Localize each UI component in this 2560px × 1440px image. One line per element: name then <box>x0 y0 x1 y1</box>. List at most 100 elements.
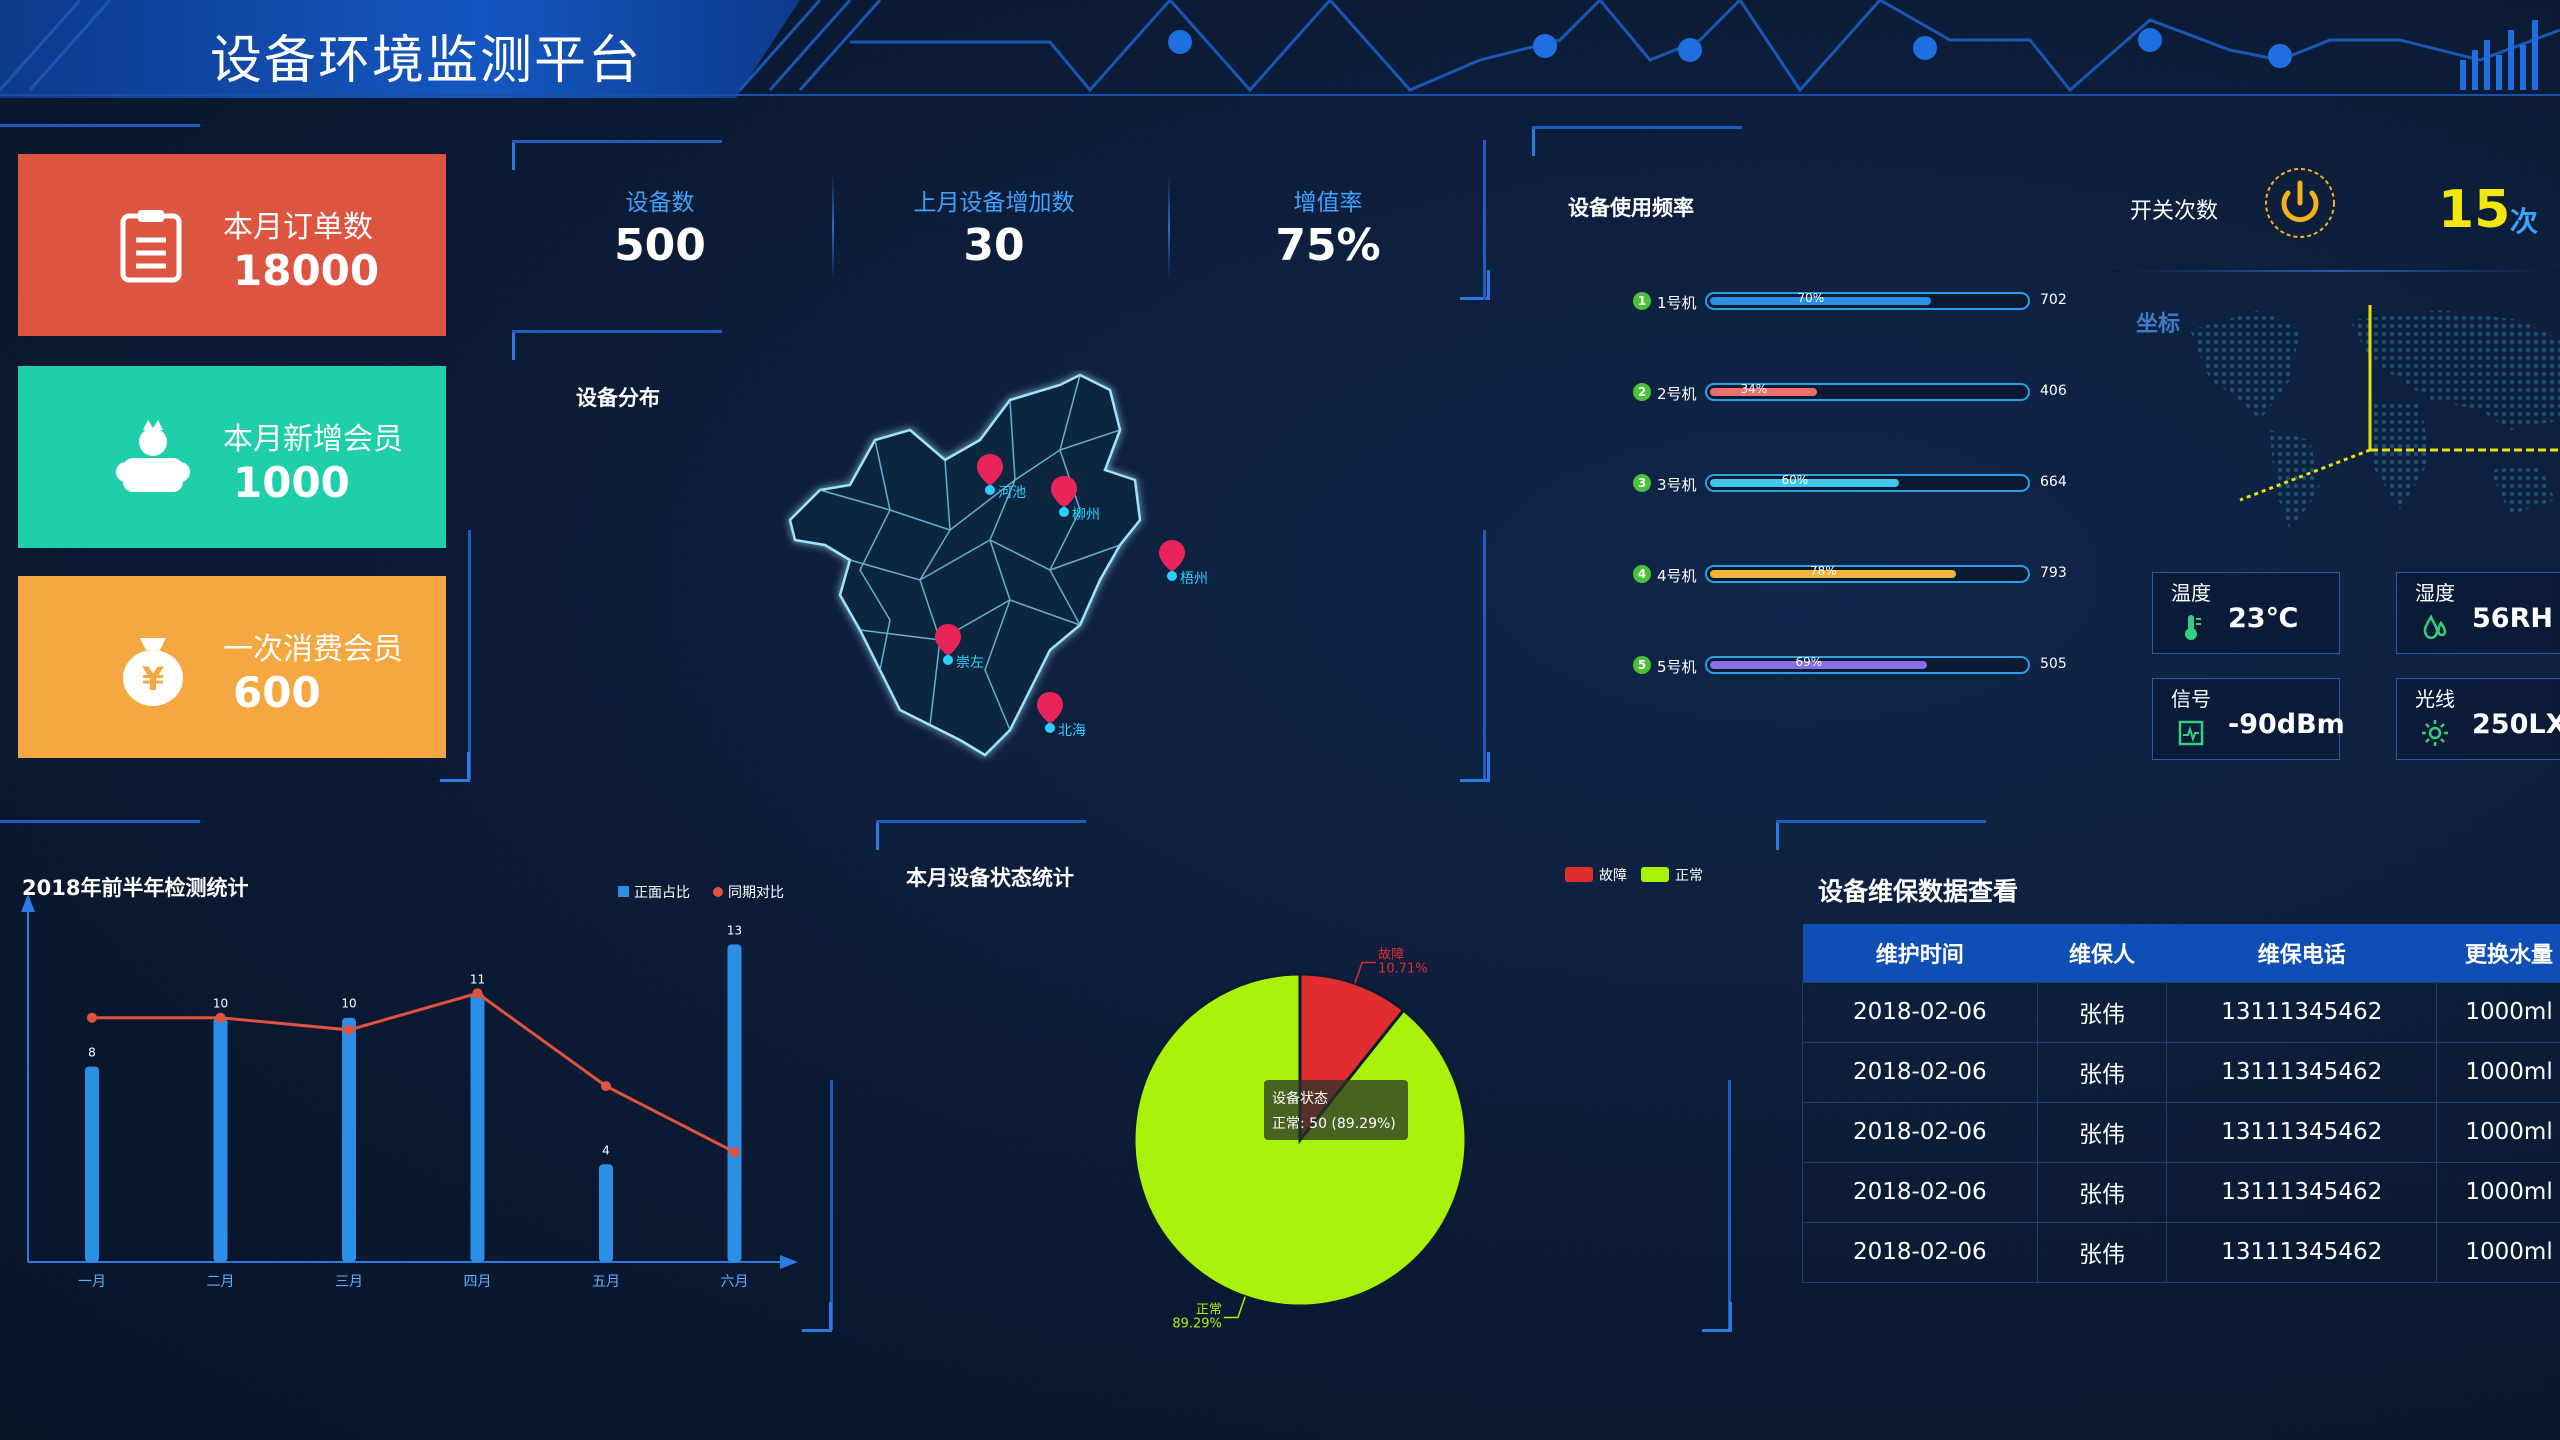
panel-corner <box>1702 1302 1732 1332</box>
bar-line-chart[interactable]: 8 10 10 11 4 13 一月 二月 三月 四月 五月 六月 正面占比 同期对比 <box>0 880 830 1300</box>
bar[interactable] <box>85 1066 99 1262</box>
usage-label: 5号机 <box>1657 658 1697 676</box>
line-point[interactable] <box>87 1012 97 1023</box>
column-header[interactable]: 维保电话 <box>2166 924 2437 982</box>
bar[interactable] <box>213 1017 228 1262</box>
kpi-label: 本月订单数 <box>223 210 373 245</box>
usage-progress-bar: 78% <box>1705 564 2030 583</box>
table-cell: 2018-02-06 <box>1802 1221 2038 1283</box>
province-map[interactable] <box>780 370 1220 790</box>
usage-progress-fill <box>1710 661 1927 669</box>
panel-border <box>1776 820 1986 823</box>
usage-progress-fill <box>1710 297 1931 305</box>
table-cell: 1000ml <box>2436 1161 2560 1222</box>
location-pin-icon <box>1037 692 1063 733</box>
usage-rank: 2 <box>1633 383 1651 401</box>
money-bag-icon: ¥ <box>123 638 183 706</box>
env-label: 光线 <box>2415 687 2455 711</box>
header-divider <box>0 94 2560 96</box>
usage-percent: 34% <box>1740 382 1768 396</box>
pie-leader-line <box>1354 961 1377 984</box>
stat-label: 增值率 <box>1293 190 1363 216</box>
bar[interactable] <box>727 944 742 1262</box>
line-point[interactable] <box>729 1147 740 1158</box>
table-cell: 1000ml <box>2436 1041 2560 1102</box>
kpi-value: 18000 <box>233 246 380 295</box>
power-icon[interactable] <box>2262 165 2338 241</box>
usage-progress-fill <box>1710 388 1817 396</box>
legend-swatch <box>1641 867 1669 882</box>
panel-border <box>1532 126 1742 129</box>
usage-percent: 60% <box>1781 473 1809 487</box>
map-marker-label: 梧州 <box>1180 571 1208 587</box>
maintenance-title: 设备维保数据查看 <box>1818 877 2019 906</box>
line-point[interactable] <box>601 1081 611 1092</box>
world-map <box>2190 305 2560 530</box>
pie-chart-title: 本月设备状态统计 <box>906 866 1074 890</box>
table-cell: 13111345462 <box>2166 1041 2438 1102</box>
bar-value-label: 13 <box>727 923 742 937</box>
table-row[interactable]: 2018-02-06 张伟 13111345462 1000ml <box>1802 1161 2560 1222</box>
stat-value: 500 <box>614 220 706 271</box>
bar[interactable] <box>470 993 485 1262</box>
maintenance-table: 维护时间 维保人 维保电话 更换水量 2018-02-06 张伟 131113454… <box>1802 924 2560 1283</box>
x-tick-label: 六月 <box>721 1274 749 1290</box>
panel-corner <box>1532 126 1562 156</box>
table-row[interactable]: 2018-02-06 张伟 13111345462 1000ml <box>1802 1041 2560 1102</box>
usage-row: 1 1号机 70% 702 <box>1625 288 2095 318</box>
legend-label[interactable]: 正面占比 <box>634 885 690 901</box>
location-pin-icon <box>1051 476 1077 517</box>
env-card-signal: 信号 -90dBm <box>2152 678 2345 760</box>
usage-value: 793 <box>2040 565 2067 581</box>
line-point[interactable] <box>344 1024 354 1035</box>
legend-swatch <box>713 887 723 897</box>
table-cell: 1000ml <box>2436 1221 2560 1283</box>
location-pin-icon <box>977 454 1003 495</box>
table-row[interactable]: 2018-02-06 张伟 13111345462 1000ml <box>1802 981 2560 1042</box>
thermometer-icon <box>2185 615 2201 640</box>
usage-percent: 70% <box>1797 291 1825 305</box>
env-card-light: 光线 250LX <box>2396 678 2560 760</box>
usage-rank: 5 <box>1633 656 1651 674</box>
bar-value-label: 11 <box>470 972 485 986</box>
legend-label[interactable]: 正常 <box>1675 868 1703 884</box>
env-label: 信号 <box>2171 687 2211 711</box>
panel-border <box>1483 140 1486 300</box>
panel-corner <box>1460 752 1490 782</box>
panel-border <box>1728 1080 1731 1330</box>
x-tick-label: 二月 <box>207 1274 235 1290</box>
svg-text:¥: ¥ <box>142 660 164 698</box>
stat-label: 设备数 <box>625 190 695 216</box>
bar[interactable] <box>599 1164 613 1262</box>
bar-value-label: 8 <box>88 1046 96 1060</box>
map-marker-label: 柳州 <box>1072 507 1100 523</box>
stat-value: 75% <box>1275 220 1381 271</box>
line-point[interactable] <box>472 988 483 999</box>
pie-percent-label: 10.71% <box>1378 962 1428 977</box>
panel-corner <box>512 330 542 360</box>
header: 设备环境监测平台 <box>0 0 2560 98</box>
table-cell: 1000ml <box>2436 981 2560 1042</box>
tooltip-text: 正常: 50 (89.29%) <box>1272 1116 1396 1132</box>
table-cell: 张伟 <box>2037 1221 2168 1283</box>
column-header[interactable]: 维保人 <box>2037 924 2167 982</box>
legend-label[interactable]: 故障 <box>1599 868 1627 884</box>
stat-divider <box>832 172 834 282</box>
usage-percent: 69% <box>1795 655 1823 669</box>
usage-row: 2 2号机 34% 406 <box>1625 379 2095 409</box>
column-header[interactable]: 更换水量 <box>2436 924 2560 982</box>
panel-corner <box>1460 270 1490 300</box>
table-cell: 张伟 <box>2037 1101 2168 1162</box>
bar[interactable] <box>342 1017 356 1262</box>
line-point[interactable] <box>215 1012 226 1023</box>
panel-border <box>0 124 200 127</box>
kpi-card-one-time-members: ¥ 一次消费会员 600 <box>18 576 446 758</box>
bar-value-label: 10 <box>213 997 228 1011</box>
panel-border <box>512 140 722 143</box>
table-row[interactable]: 2018-02-06 张伟 13111345462 1000ml <box>1802 1101 2560 1162</box>
header-decoration <box>0 0 2560 93</box>
table-row[interactable]: 2018-02-06 张伟 13111345462 1000ml <box>1802 1221 2560 1283</box>
column-header[interactable]: 维护时间 <box>1802 924 2038 982</box>
legend-label[interactable]: 同期对比 <box>728 885 784 901</box>
